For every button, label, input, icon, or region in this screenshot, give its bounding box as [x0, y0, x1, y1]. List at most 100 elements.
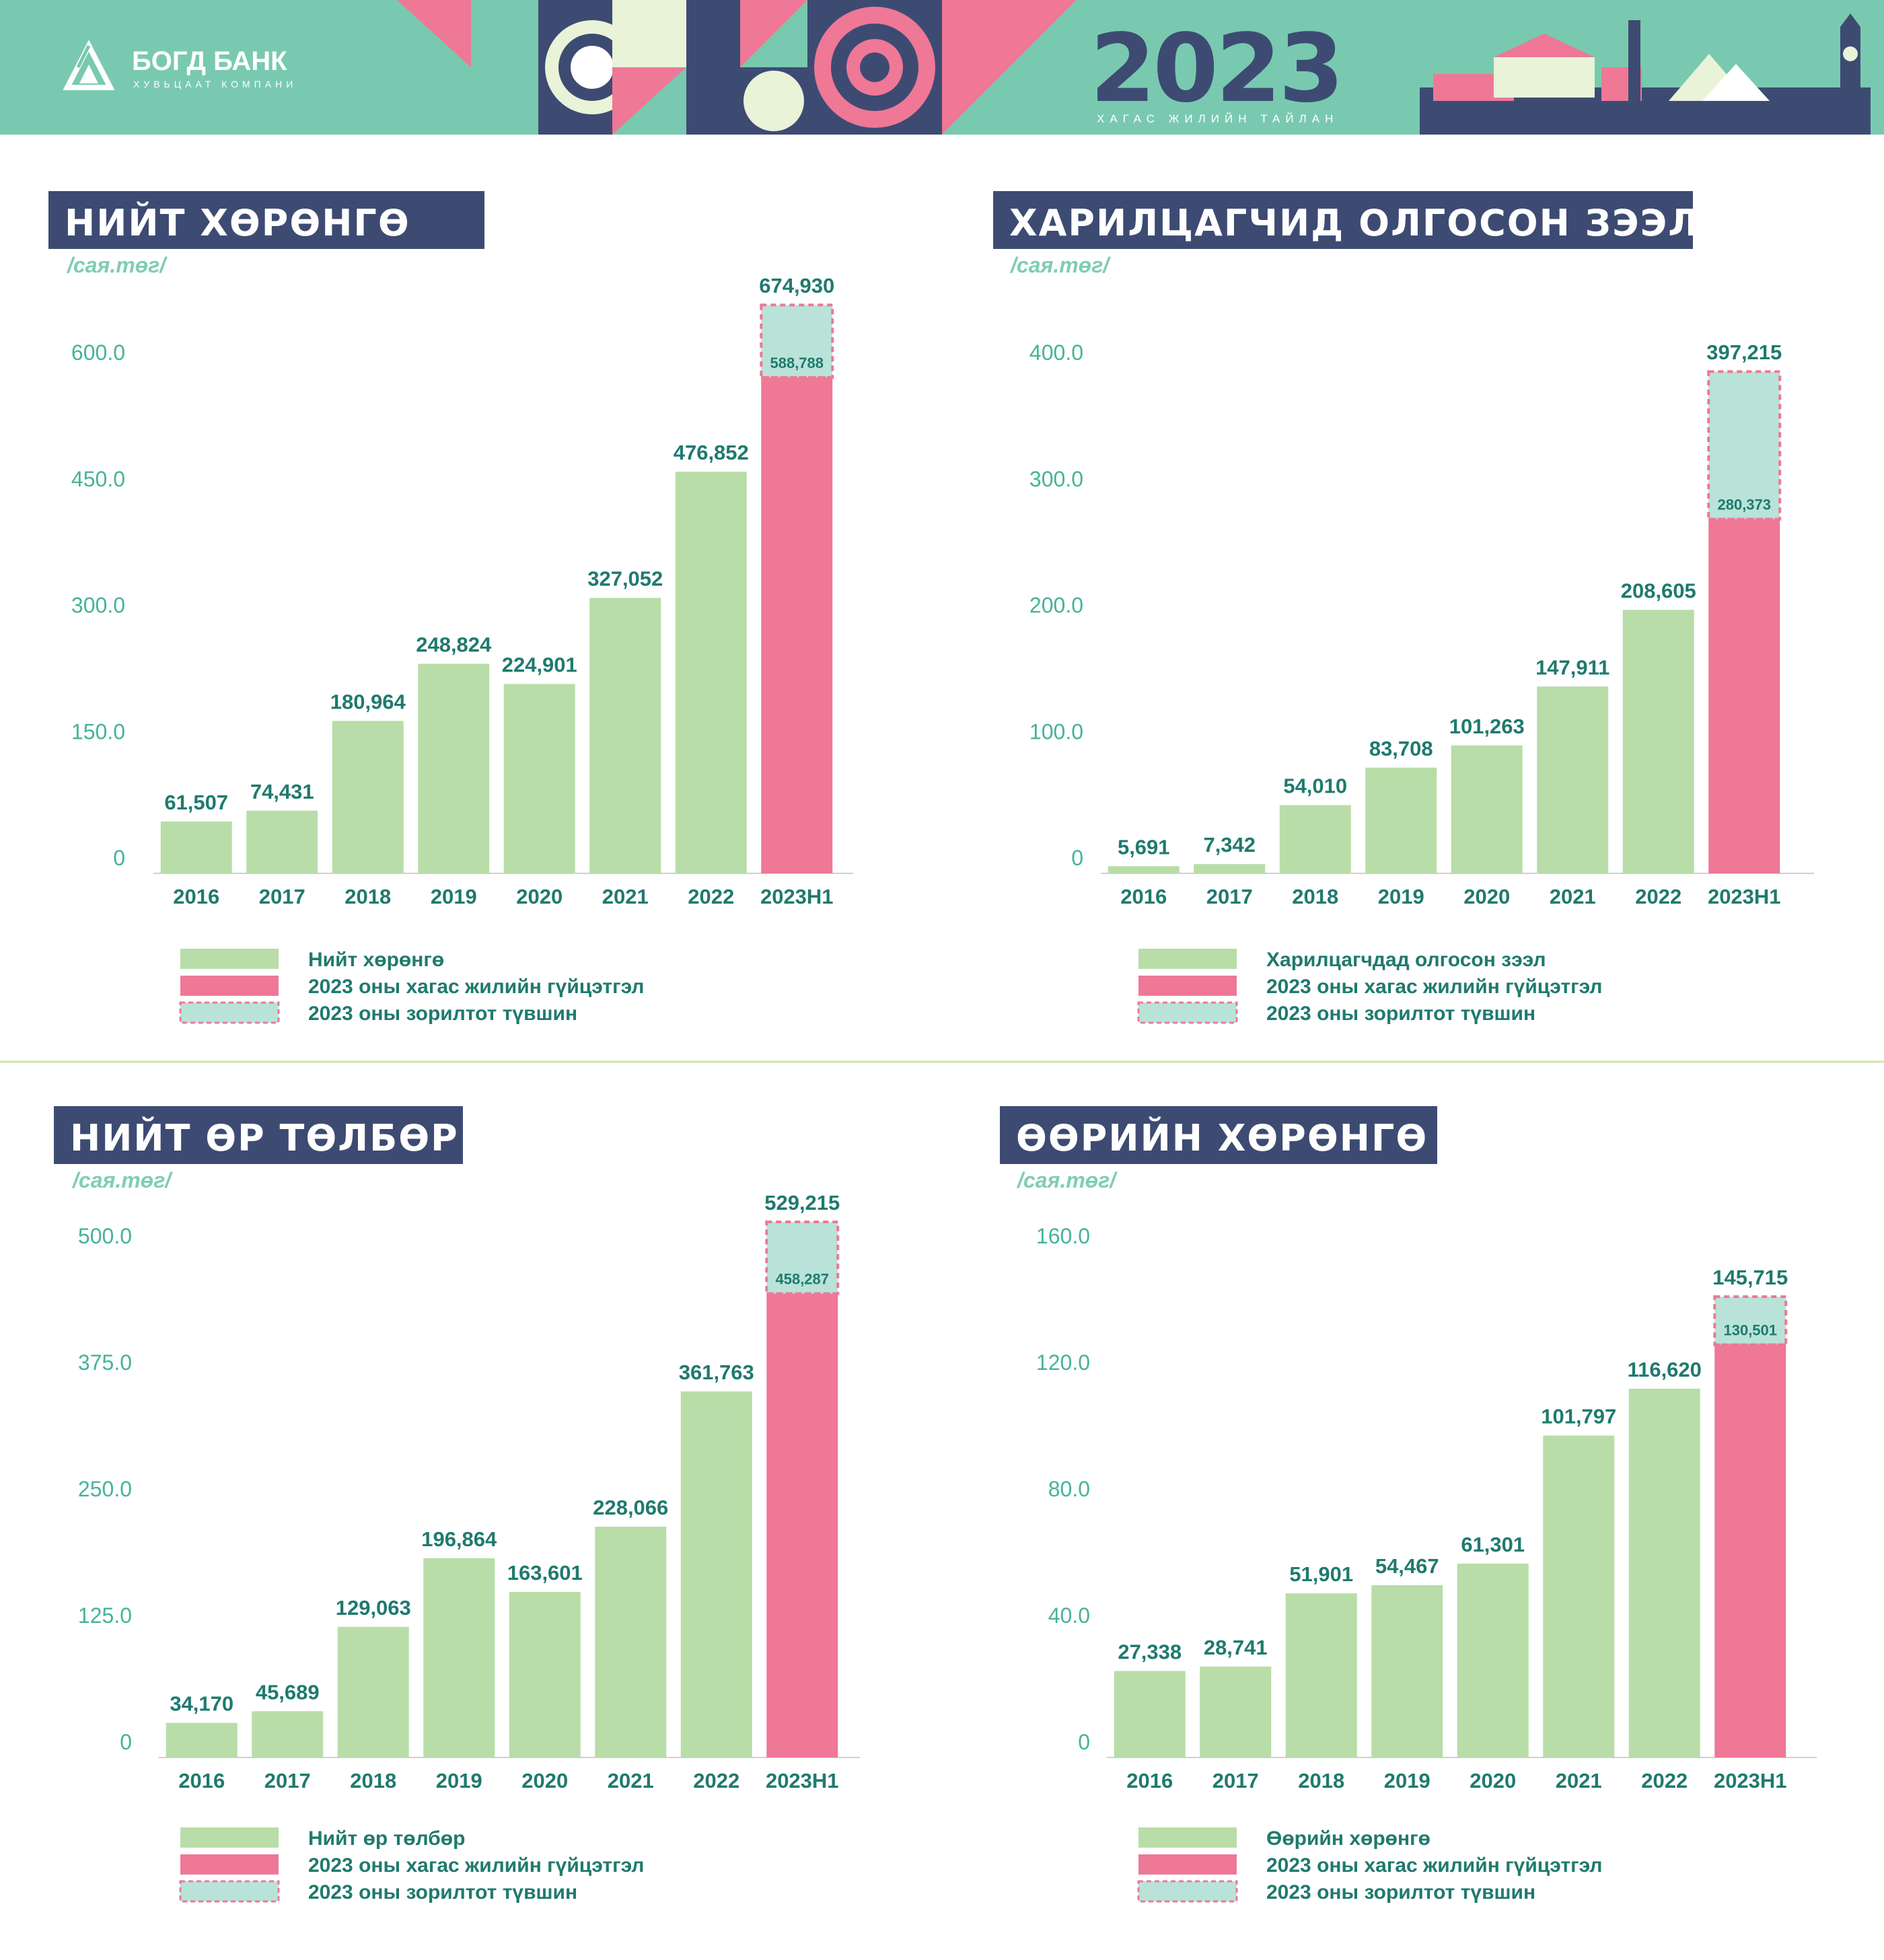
legend-swatch: [179, 1880, 280, 1903]
bar: [418, 663, 490, 873]
y-tick-label: 150.0: [71, 719, 125, 743]
legend-label: Нийт өр төлбөр: [308, 1827, 465, 1850]
legend-label: Нийт хөрөнгө: [308, 949, 444, 971]
y-tick-label: 125.0: [78, 1603, 132, 1628]
legend-swatch: [180, 976, 279, 996]
unit-label: /сая.төг/: [71, 1168, 173, 1192]
banner-geometric-pattern: [397, 0, 1077, 135]
x-tick-label: 2019: [1384, 1769, 1430, 1792]
x-tick-label: 2016: [173, 885, 219, 908]
chart-title: НИЙТ ХӨРӨНГӨ: [65, 202, 410, 244]
chart-title: ӨӨРИЙН ХӨРӨНГӨ: [1016, 1117, 1428, 1159]
achieved-bar: [761, 377, 833, 873]
bar: [1285, 1593, 1357, 1757]
legend-swatch: [180, 1854, 279, 1875]
legend-swatch: [179, 1001, 280, 1024]
x-tick-label: 2019: [431, 885, 477, 908]
bar: [503, 684, 575, 873]
bar: [1371, 1585, 1443, 1757]
x-tick-label: 2023Н1: [1714, 1769, 1787, 1792]
x-tick-label: 2021: [602, 885, 649, 908]
bar: [1622, 610, 1694, 873]
chart-legend: Өөрийн хөрөнгө 2023 оны хагас жилийн гүйц…: [1137, 1827, 1602, 1903]
y-tick-label: 500.0: [78, 1224, 132, 1248]
y-tick-label: 100.0: [1029, 719, 1083, 743]
x-tick-label: 2022: [688, 885, 734, 908]
chart-4: ӨӨРИЙН ХӨРӨНГӨ/сая.төг/0 40.0 80.0 120.0 160…: [1000, 1106, 1817, 1903]
bar: [160, 822, 232, 873]
y-tick-label: 0: [1071, 846, 1083, 870]
unit-label: /сая.төг/: [1009, 253, 1111, 277]
bar: [589, 597, 661, 873]
x-tick-label: 2017: [1206, 885, 1253, 908]
target-bar: [1713, 1295, 1788, 1346]
target-value-label: 529,215: [764, 1191, 840, 1214]
unit-label: /сая.төг/: [1016, 1168, 1118, 1192]
achieved-bar: [1708, 519, 1780, 873]
y-tick-label: 600.0: [71, 340, 125, 365]
bar-value-label: 51,901: [1289, 1562, 1353, 1586]
bar-value-label: 74,431: [250, 780, 314, 803]
y-tick-label: 0: [120, 1730, 132, 1754]
x-tick-label: 2018: [345, 885, 391, 908]
x-tick-label: 2022: [1641, 1769, 1688, 1792]
bar-value-label: 147,911: [1535, 655, 1609, 679]
bar-value-label: 5,691: [1118, 835, 1170, 859]
bar-value-label: 116,620: [1628, 1358, 1702, 1381]
bar: [246, 810, 318, 873]
bar-value-label: 476,852: [674, 441, 749, 464]
skyline-illustration: [1420, 13, 1871, 135]
legend-label: 2023 оны хагас жилийн гүйцэтгэл: [308, 1854, 644, 1877]
bar-value-label: 45,689: [256, 1680, 320, 1704]
legend-label: 2023 оны зорилтот түвшин: [308, 1003, 577, 1025]
achieved-bar: [766, 1293, 838, 1757]
bar-value-label: 163,601: [507, 1561, 583, 1585]
chart-legend: Нийт хөрөнгө 2023 оны хагас жилийн гүйцэт…: [179, 949, 644, 1025]
bar: [680, 1391, 752, 1757]
bar-value-label: 7,342: [1203, 833, 1256, 857]
target-value-label: 674,930: [759, 274, 834, 297]
bank-subtitle: ХУВЬЦААТ КОМПАНИ: [133, 79, 297, 89]
legend-label: 2023 оны хагас жилийн гүйцэтгэл: [1266, 1854, 1602, 1877]
legend-swatch: [1137, 1880, 1238, 1903]
achieved-bar: [1714, 1344, 1786, 1757]
y-tick-label: 200.0: [1029, 593, 1083, 618]
x-tick-label: 2022: [1635, 885, 1681, 908]
report-title: ХАГАС ЖИЛИЙН ТАЙЛАН: [1097, 112, 1338, 125]
y-tick-label: 450.0: [71, 467, 125, 491]
bar-value-label: 101,797: [1541, 1405, 1616, 1428]
bar: [252, 1711, 324, 1757]
bar-value-label: 54,467: [1375, 1554, 1439, 1578]
bar-value-label: 228,066: [593, 1496, 668, 1519]
x-tick-label: 2023Н1: [760, 885, 834, 908]
legend-label: 2023 оны зорилтот түвшин: [1266, 1881, 1535, 1903]
achieved-value-label: 280,373: [1717, 497, 1771, 513]
y-tick-label: 0: [113, 846, 125, 870]
bar: [1543, 1435, 1615, 1757]
bar-value-label: 361,763: [679, 1360, 754, 1384]
target-bar: [760, 303, 834, 379]
bar-value-label: 129,063: [336, 1596, 411, 1620]
y-tick-label: 250.0: [78, 1477, 132, 1501]
bank-logo[interactable]: БОГД БАНК ХУВЬЦААТ КОМПАНИ: [63, 40, 297, 90]
chart-legend: Харилцагчдад олгосон зээл 2023 оны хагас …: [1137, 949, 1602, 1025]
x-tick-label: 2016: [1120, 885, 1167, 908]
target-value-label: 397,215: [1706, 340, 1782, 364]
x-tick-label: 2016: [178, 1769, 225, 1792]
report-year: 2023: [1090, 14, 1342, 124]
legend-swatch: [180, 1827, 279, 1848]
bar-value-label: 208,605: [1621, 579, 1696, 602]
bar: [1537, 686, 1609, 873]
y-tick-label: 120.0: [1036, 1350, 1090, 1375]
y-tick-label: 300.0: [71, 593, 125, 618]
y-tick-label: 375.0: [78, 1350, 132, 1375]
bar-value-label: 27,338: [1118, 1640, 1182, 1664]
bar: [166, 1722, 238, 1757]
y-tick-label: 400.0: [1029, 340, 1083, 365]
bar: [595, 1526, 667, 1757]
bar-value-label: 54,010: [1283, 774, 1347, 798]
chart-1: НИЙТ ХӨРӨНГӨ/сая.төг/0 150.0 300.0 450.0 600…: [48, 191, 853, 1025]
legend-label: 2023 оны хагас жилийн гүйцэтгэл: [308, 976, 644, 998]
legend-label: Харилцагчдад олгосон зээл: [1266, 949, 1546, 971]
bar: [675, 472, 747, 873]
